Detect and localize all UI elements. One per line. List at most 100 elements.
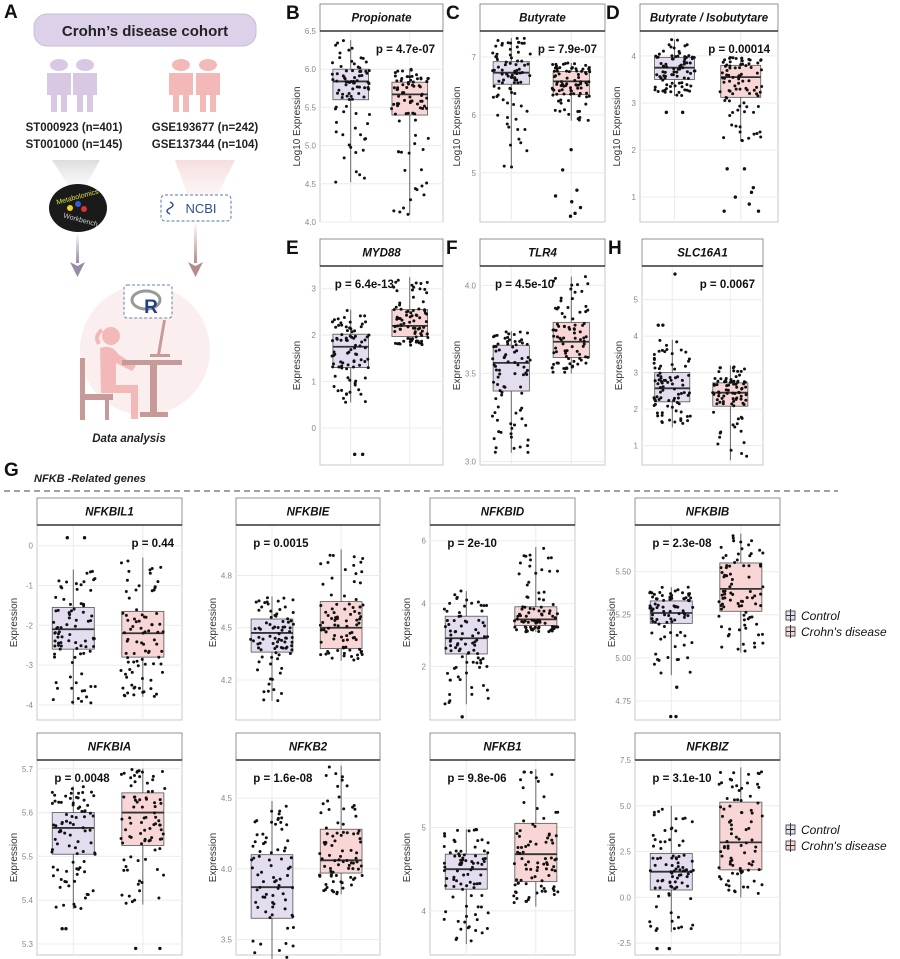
data-point xyxy=(260,605,264,609)
data-point xyxy=(576,117,580,121)
data-point xyxy=(659,856,663,860)
data-point xyxy=(736,369,740,373)
y-tick-label: -1 xyxy=(26,581,34,590)
data-point xyxy=(575,349,579,353)
data-point xyxy=(418,316,422,320)
data-point xyxy=(358,837,362,841)
data-point xyxy=(253,840,257,844)
data-point xyxy=(55,842,59,846)
data-point xyxy=(472,648,476,652)
data-point xyxy=(521,850,525,854)
data-point xyxy=(51,698,55,702)
panel-strip xyxy=(319,238,444,267)
data-point xyxy=(288,630,292,634)
data-point xyxy=(516,127,520,131)
data-point xyxy=(670,875,674,879)
data-point xyxy=(553,108,557,112)
data-point xyxy=(467,651,471,655)
data-point xyxy=(750,596,754,600)
data-point xyxy=(80,672,84,676)
data-point xyxy=(579,80,583,84)
data-point xyxy=(457,649,461,653)
data-point xyxy=(521,786,525,790)
data-point xyxy=(542,816,546,820)
legend-bottom: Control Crohn's disease xyxy=(785,823,887,853)
data-point xyxy=(349,145,353,149)
data-point xyxy=(659,396,663,400)
data-point xyxy=(345,94,349,98)
data-point xyxy=(748,589,752,593)
data-point xyxy=(271,642,275,646)
data-point xyxy=(405,85,409,89)
data-point xyxy=(511,345,515,349)
data-point xyxy=(493,450,497,454)
data-point xyxy=(365,71,369,75)
data-point xyxy=(80,699,84,703)
data-point xyxy=(130,683,134,687)
data-point xyxy=(496,405,500,409)
data-point xyxy=(272,688,276,692)
data-point xyxy=(568,362,572,366)
data-point xyxy=(720,71,724,75)
box-control xyxy=(652,272,692,428)
data-point xyxy=(333,618,337,622)
data-point xyxy=(731,110,735,114)
data-point xyxy=(661,70,665,74)
data-point xyxy=(657,894,661,898)
data-point xyxy=(480,838,484,842)
data-point xyxy=(158,847,162,851)
data-point xyxy=(476,905,480,909)
data-point xyxy=(319,640,323,644)
data-point xyxy=(738,130,742,134)
data-point xyxy=(469,894,473,898)
data-point xyxy=(402,339,406,343)
data-point xyxy=(477,618,481,622)
data-point xyxy=(59,800,63,804)
data-point xyxy=(270,655,274,659)
data-point xyxy=(737,77,741,81)
data-point xyxy=(651,856,655,860)
data-point xyxy=(353,126,357,130)
data-point xyxy=(528,558,532,562)
data-point xyxy=(263,895,267,899)
data-point xyxy=(83,639,87,643)
data-point xyxy=(155,692,159,696)
data-point xyxy=(554,350,558,354)
data-point xyxy=(566,305,570,309)
data-point xyxy=(423,308,427,312)
data-point xyxy=(658,840,662,844)
data-point xyxy=(289,856,293,860)
data-point xyxy=(279,857,283,861)
data-point xyxy=(740,786,744,790)
data-point xyxy=(323,888,327,892)
data-point xyxy=(330,354,334,358)
data-point xyxy=(332,318,336,322)
data-point xyxy=(556,890,560,894)
data-point xyxy=(358,173,362,177)
data-point xyxy=(327,626,331,630)
data-point xyxy=(679,873,683,877)
data-point xyxy=(716,442,720,446)
data-point xyxy=(686,614,690,618)
data-point xyxy=(531,628,535,632)
box-control xyxy=(249,596,295,703)
data-point xyxy=(268,916,272,920)
data-point xyxy=(396,87,400,91)
data-point xyxy=(460,655,464,659)
data-point xyxy=(742,403,746,407)
data-point xyxy=(660,420,664,424)
data-point xyxy=(732,798,736,802)
data-point xyxy=(723,76,727,80)
data-point xyxy=(279,691,283,695)
data-point xyxy=(340,95,344,99)
data-point xyxy=(759,68,763,72)
data-point xyxy=(512,446,516,450)
data-point xyxy=(286,839,290,843)
data-point xyxy=(147,839,151,843)
data-point xyxy=(682,391,686,395)
data-point xyxy=(250,858,254,862)
data-point xyxy=(359,864,363,868)
data-point xyxy=(725,68,729,72)
